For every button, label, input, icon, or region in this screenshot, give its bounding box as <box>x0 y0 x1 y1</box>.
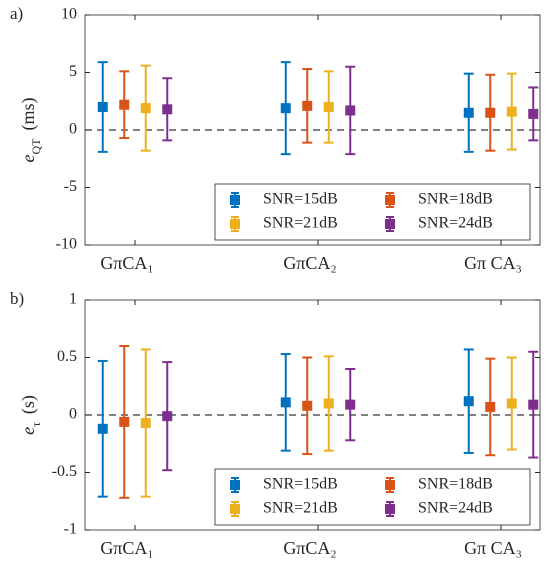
marker <box>528 108 539 119</box>
legend-marker <box>230 219 240 229</box>
marker <box>280 397 291 408</box>
legend-marker <box>385 219 395 229</box>
marker <box>140 418 151 429</box>
marker <box>140 103 151 114</box>
y-tick-label: 0 <box>69 121 77 138</box>
x-tick-label: GπCA₁ <box>100 538 153 558</box>
marker <box>323 102 334 112</box>
y-tick-label: -1 <box>64 521 77 538</box>
y-tick-label: -5 <box>64 178 77 195</box>
legend-label: SNR=18dB <box>418 191 493 208</box>
marker <box>463 107 474 118</box>
y-axis-label: eQT (ms) <box>18 98 43 163</box>
marker <box>528 399 539 410</box>
plot-frame <box>84 14 541 246</box>
legend-label: SNR=21dB <box>263 500 338 517</box>
x-tick-label: Gπ CA₃ <box>464 253 522 273</box>
legend-label: SNR=15dB <box>263 476 338 493</box>
legend-marker <box>230 504 240 514</box>
marker <box>506 106 517 117</box>
marker <box>119 99 130 110</box>
y-tick-label: -0.5 <box>52 463 77 480</box>
y-tick-label: 5 <box>69 63 77 80</box>
marker <box>97 423 108 434</box>
plot-frame <box>84 299 541 531</box>
marker <box>302 400 313 411</box>
legend-label: SNR=15dB <box>263 191 338 208</box>
legend-marker <box>385 504 395 514</box>
legend-marker <box>385 480 395 490</box>
marker <box>485 107 496 118</box>
marker <box>280 103 291 114</box>
marker <box>97 102 108 112</box>
marker <box>162 104 173 115</box>
legend-marker <box>230 480 240 490</box>
legend-label: SNR=24dB <box>418 215 493 232</box>
panel-label: a) <box>10 4 23 23</box>
y-label-unit: (ms) <box>18 98 39 131</box>
x-tick-label: GπCA₂ <box>283 253 336 273</box>
legend-label: SNR=21dB <box>263 215 338 232</box>
marker <box>323 398 334 409</box>
x-tick-label: GπCA₂ <box>283 538 336 558</box>
marker <box>119 416 130 427</box>
marker <box>463 396 474 407</box>
legend-marker <box>230 195 240 205</box>
y-tick-label: 0.5 <box>57 348 77 365</box>
marker <box>345 399 356 410</box>
marker <box>162 411 173 422</box>
y-label-sub: QT <box>29 138 43 155</box>
legend-box <box>214 183 531 241</box>
marker <box>485 401 496 412</box>
marker <box>302 100 313 111</box>
panel-label: b) <box>10 289 24 308</box>
y-tick-label: -10 <box>56 236 77 253</box>
y-label-sub: τ <box>29 422 43 427</box>
y-tick-label: 1 <box>69 291 77 308</box>
legend-label: SNR=24dB <box>418 500 493 517</box>
y-tick-label: 0 <box>69 406 77 423</box>
y-label-symbol: e <box>18 427 38 435</box>
x-tick-label: Gπ CA₃ <box>464 538 522 558</box>
legend-marker <box>385 195 395 205</box>
legend-box <box>214 468 531 526</box>
y-label-unit: (s) <box>18 395 39 414</box>
x-tick-label: GπCA₁ <box>100 253 153 273</box>
y-axis-label: eτ (s) <box>18 395 43 435</box>
legend-label: SNR=18dB <box>418 476 493 493</box>
marker <box>506 398 517 409</box>
y-tick-label: 10 <box>61 6 77 23</box>
y-label-symbol: e <box>18 155 38 163</box>
marker <box>345 105 356 116</box>
